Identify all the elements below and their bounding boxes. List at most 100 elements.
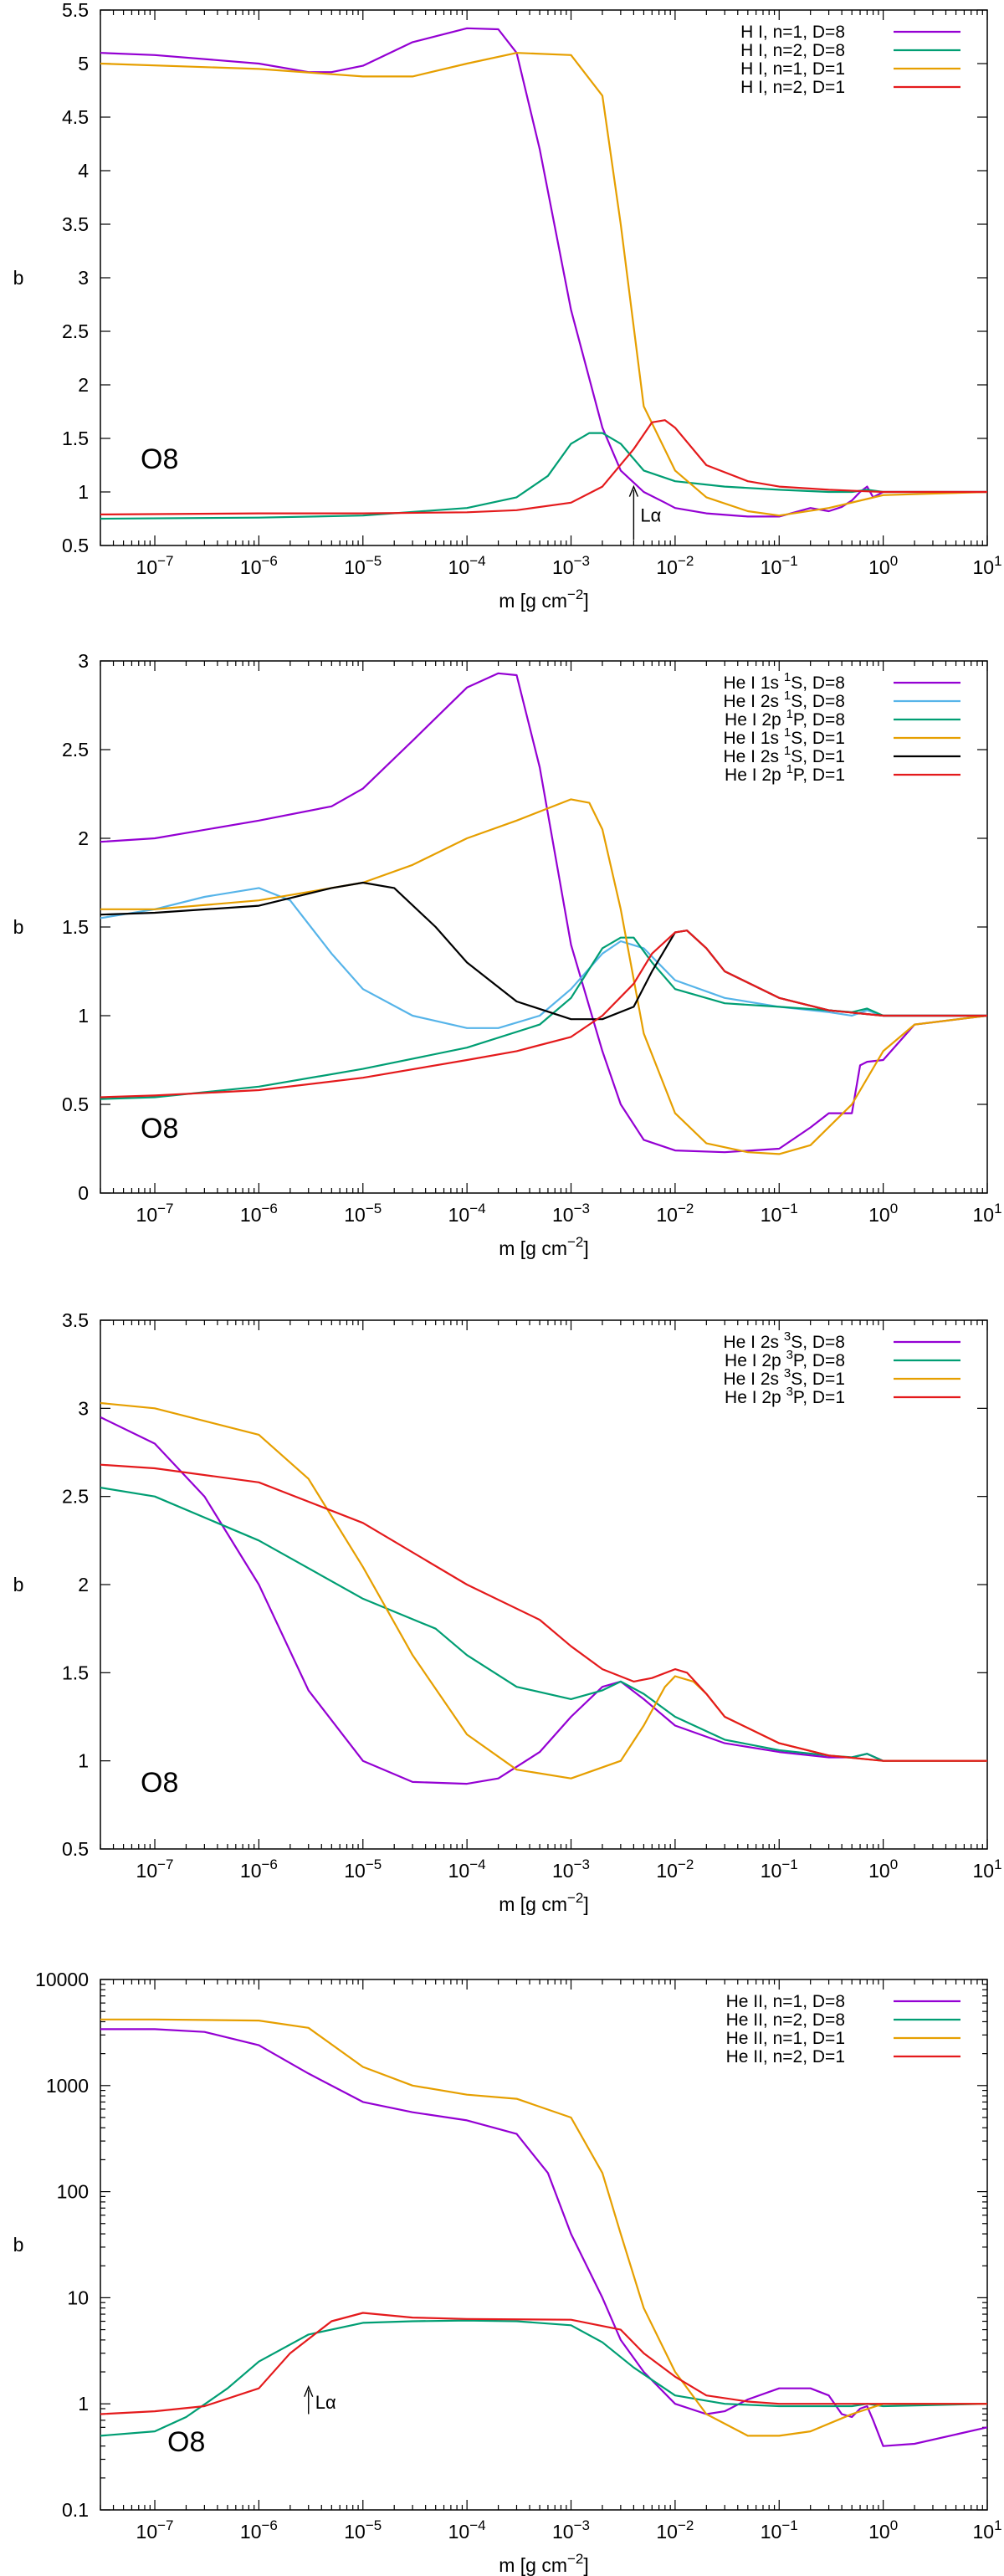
legend-label-1: He I 2s 3S, D=8 (723, 1329, 845, 1352)
x-tick-label: 10−2 (656, 1856, 694, 1882)
plot-frame (100, 1319, 988, 1850)
x-tick-label: 10−1 (761, 1856, 798, 1882)
series-line-4 (100, 1463, 987, 1762)
series-line-3 (100, 52, 987, 517)
y-tick-label: 1 (78, 2393, 89, 2415)
x-tick-label: 10−7 (136, 2517, 174, 2543)
series-line-1 (100, 2028, 987, 2447)
series-line-2 (100, 2319, 987, 2437)
x-tick-label: 10−3 (552, 1201, 590, 1226)
y-tick-label: 1 (78, 1005, 89, 1027)
x-tick-label: 10−1 (761, 1201, 798, 1226)
y-tick-label: 0.5 (62, 535, 89, 556)
x-tick-label: 10−4 (448, 1856, 486, 1882)
y-tick-label: 0.5 (62, 1093, 89, 1115)
legend-label-1: H I, n=1, D=8 (740, 23, 845, 42)
plot-frame (100, 1979, 988, 2511)
chart-panel-3: 10−7 10−6 10−5 10−4 10−3 10−2 10−1 100 101 0.5 1 1.… (13, 1309, 1002, 1915)
legend-label-2: He I 2s 1S, D=8 (723, 689, 845, 711)
legend-label-3: He II, n=1, D=1 (726, 2029, 845, 2048)
y-tick-label: 1 (78, 1750, 89, 1772)
y-tick-label: 2 (78, 1574, 89, 1595)
y-tick-label: 1.5 (62, 916, 89, 938)
y-tick-label: 10000 (35, 1969, 89, 1990)
x-tick-label: 10−6 (240, 1856, 278, 1882)
legend-label-1: He I 1s 1S, D=8 (723, 670, 845, 693)
legend-label-3: He I 2s 3S, D=1 (723, 1366, 845, 1389)
x-tick-label: 10−1 (761, 2517, 798, 2543)
annotation-arrowhead (304, 2384, 314, 2398)
y-tick-label: 3 (78, 1397, 89, 1419)
x-tick-label: 10−3 (552, 2517, 590, 2543)
x-tick-label: 10−5 (344, 2517, 382, 2543)
plot-frame (100, 660, 988, 1194)
y-tick-label: 1 (78, 481, 89, 503)
x-tick-label: 10−6 (240, 1201, 278, 1226)
series-line-3 (100, 936, 987, 1100)
y-tick-label: 10 (67, 2287, 89, 2308)
annotation-label: Lα (640, 505, 661, 526)
series-line-3 (100, 2018, 987, 2437)
y-tick-label: 5.5 (62, 0, 89, 21)
x-tick-label: 10−7 (136, 1201, 174, 1226)
x-tick-label: 10−5 (344, 553, 382, 578)
y-tick-label: 2.5 (62, 1486, 89, 1508)
y-tick-label: 2 (78, 827, 89, 849)
legend-label-4: H I, n=2, D=1 (740, 78, 845, 97)
y-tick-label: 2.5 (62, 739, 89, 761)
legend-label-4: He I 2p 3P, D=1 (725, 1385, 845, 1407)
legend-label-1: He II, n=1, D=8 (726, 1992, 845, 2011)
y-tick-label: 5 (78, 53, 89, 74)
legend-label-5: He I 2s 1S, D=1 (723, 744, 845, 766)
y-tick-label: 3.5 (62, 213, 89, 235)
x-tick-label: 10−3 (552, 553, 590, 578)
y-tick-label: 3.5 (62, 1309, 89, 1331)
annotation-label: Lα (315, 2392, 336, 2413)
x-axis-label: m [g cm−2] (499, 586, 589, 612)
series-line-2 (100, 432, 987, 520)
panel-label: O8 (167, 2426, 205, 2458)
y-tick-label: 1.5 (62, 428, 89, 449)
legend-label-3: He I 2p 1P, D=8 (725, 707, 845, 730)
x-tick-label: 100 (868, 1201, 898, 1226)
y-tick-label: 1000 (46, 2075, 89, 2097)
y-axis-label: b (13, 267, 24, 289)
y-tick-label: 2 (78, 374, 89, 396)
x-tick-label: 10−2 (656, 1201, 694, 1226)
x-tick-label: 10−7 (136, 1856, 174, 1882)
y-tick-label: 3 (78, 267, 89, 289)
x-axis-label: m [g cm−2] (499, 1234, 589, 1259)
panel-label: O8 (141, 1113, 178, 1145)
series-line-3 (100, 1401, 987, 1780)
x-tick-label: 10−4 (448, 1201, 486, 1226)
plot-frame (100, 9, 988, 546)
x-tick-label: 101 (972, 1856, 1001, 1882)
x-tick-label: 101 (972, 1201, 1001, 1226)
x-axis-label: m [g cm−2] (499, 2551, 589, 2576)
panel-label: O8 (141, 443, 178, 475)
x-tick-label: 10−7 (136, 553, 174, 578)
x-tick-label: 10−2 (656, 553, 694, 578)
y-tick-label: 2.5 (62, 320, 89, 342)
series-line-1 (100, 27, 987, 518)
series-line-4 (100, 2312, 987, 2415)
x-axis-label: m [g cm−2] (499, 1890, 589, 1915)
x-tick-label: 10−6 (240, 553, 278, 578)
legend-label-2: H I, n=2, D=8 (740, 41, 845, 60)
y-axis-label: b (13, 1574, 24, 1595)
series-line-1 (100, 1416, 987, 1785)
x-tick-label: 100 (868, 553, 898, 578)
series-line-4 (100, 419, 987, 515)
x-tick-label: 100 (868, 2517, 898, 2543)
legend-label-4: He I 1s 1S, D=1 (723, 725, 845, 748)
annotation-arrowhead (628, 484, 639, 497)
panel-label: O8 (141, 1767, 178, 1799)
x-tick-label: 101 (972, 2517, 1001, 2543)
chart-panel-4: 10−7 10−6 10−5 10−4 10−3 10−2 10−1 100 101 0.1 1 10… (13, 1969, 1002, 2576)
y-tick-label: 0 (78, 1182, 89, 1204)
x-tick-label: 100 (868, 1856, 898, 1882)
y-tick-label: 4 (78, 160, 89, 182)
x-tick-label: 10−1 (761, 553, 798, 578)
legend-label-2: He I 2p 3P, D=8 (725, 1348, 845, 1370)
